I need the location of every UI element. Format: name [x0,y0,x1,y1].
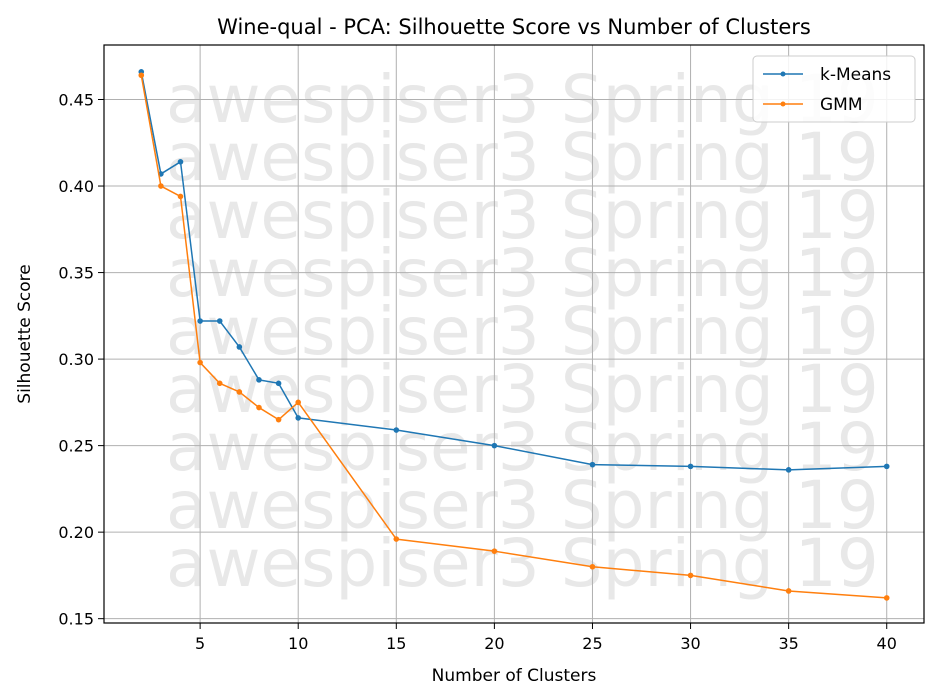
data-point-gmm [785,588,792,594]
y-axis-ticks: 0.15 0.20 0.25 0.30 0.35 0.40 0.45 [58,91,104,629]
data-point-k-means [687,463,694,470]
data-point-k-means [256,377,262,383]
y-axis-label: Silhouette Score [15,264,35,403]
data-point-gmm [256,404,262,411]
data-point-gmm [275,416,282,423]
x-axis-ticks: 5 10 15 20 25 30 35 40 [195,623,897,653]
y-tick-label: 0.45 [58,91,94,110]
y-tick-label: 0.25 [58,437,94,456]
plot-frame [103,44,925,624]
watermark-text: awespiser3 Spring 19 [166,409,879,486]
x-tick-label: 35 [778,634,798,653]
series-area [138,69,890,601]
data-point-gmm [295,399,302,406]
x-tick-label: 15 [386,634,406,653]
data-point-gmm [158,183,164,189]
data-point-k-means [177,159,184,165]
data-point-k-means [883,463,890,470]
chart-title: Wine-qual - PCA: Silhouette Score vs Num… [217,15,811,39]
y-tick-label: 0.20 [58,523,94,542]
watermark-text: awespiser3 Spring 19 [166,467,879,544]
data-point-k-means [216,318,223,324]
data-point-gmm [393,536,400,542]
legend-kmeans-label: k-Means [820,65,891,85]
data-point-gmm [216,380,223,387]
data-point-gmm [236,389,243,395]
series-k-means [138,69,890,473]
watermark-text: awespiser3 Spring 19 [166,177,879,254]
data-point-gmm [197,359,203,366]
legend-kmeans-marker [780,71,786,77]
y-tick-label: 0.40 [58,177,94,196]
y-tick-label: 0.15 [58,610,94,629]
x-tick-label: 5 [195,634,205,653]
data-point-k-means [785,467,792,473]
legend-box [752,55,916,123]
data-point-k-means [589,461,596,468]
data-point-k-means [275,380,282,387]
data-point-k-means [295,415,302,421]
y-tick-label: 0.30 [58,350,94,369]
grid [104,45,924,623]
watermark-text: awespiser3 Spring 19 [166,119,879,196]
legend-gmm-marker [780,101,786,107]
legend: k-Means GMM [752,55,916,123]
x-tick-label: 30 [680,634,700,653]
data-point-gmm [491,548,498,554]
data-point-gmm [883,595,890,601]
watermark-text: awespiser3 Spring 19 [166,235,879,312]
data-point-k-means [236,344,243,350]
data-point-k-means [491,442,498,449]
data-point-k-means [197,318,203,324]
series-gmm [138,72,890,601]
x-tick-label: 25 [582,634,602,653]
data-point-gmm [589,563,596,570]
data-point-gmm [177,193,184,200]
watermark-text: awespiser3 Spring 19 [166,293,879,370]
data-point-gmm [687,572,694,579]
data-point-k-means [393,427,400,433]
data-point-gmm [138,72,145,79]
x-axis-label: Number of Clusters [432,666,597,686]
watermark-text: awespiser3 Spring 19 [166,525,879,602]
x-tick-label: 40 [877,634,897,653]
legend-gmm-label: GMM [820,95,863,115]
x-tick-label: 20 [484,634,504,653]
x-tick-label: 10 [288,634,308,653]
y-tick-label: 0.35 [58,264,94,283]
